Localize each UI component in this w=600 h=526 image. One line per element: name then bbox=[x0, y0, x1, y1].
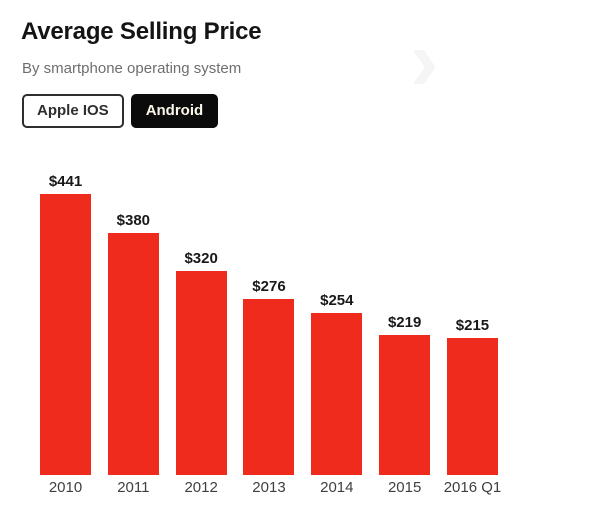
chart-subtitle: By smartphone operating system bbox=[22, 60, 242, 77]
bar-column: $276 2013 bbox=[243, 278, 295, 499]
x-axis-label: 2011 bbox=[117, 478, 150, 496]
x-axis-label: 2010 bbox=[48, 478, 83, 496]
x-axis-label: 2015 bbox=[387, 478, 422, 496]
bar-column: $441 2010 bbox=[40, 173, 91, 499]
bar-value-label: $215 bbox=[455, 317, 490, 334]
bar-value-label: $441 bbox=[48, 173, 83, 190]
toggle-android-button[interactable]: Android bbox=[130, 94, 219, 128]
bar-value-label: $219 bbox=[387, 314, 422, 331]
page-title: Average Selling Price bbox=[21, 18, 262, 45]
bar-value-label: $380 bbox=[116, 212, 151, 229]
bar bbox=[107, 233, 159, 475]
chevron-watermark-icon: › bbox=[410, 13, 439, 109]
x-axis-label: 2013 bbox=[252, 478, 286, 496]
bar-column: $380 2011 bbox=[107, 212, 159, 499]
bar-value-label: $276 bbox=[252, 278, 286, 295]
bar bbox=[243, 299, 295, 475]
bar-column: $254 2014 bbox=[311, 292, 363, 499]
bar bbox=[379, 335, 431, 475]
x-axis-label: 2016 Q1 bbox=[443, 478, 502, 496]
bar bbox=[40, 194, 91, 475]
bar-value-label: $320 bbox=[184, 250, 218, 267]
bar-value-label: $254 bbox=[320, 292, 354, 309]
bar-column: $320 2012 bbox=[175, 250, 227, 499]
x-axis-label: 2012 bbox=[184, 478, 218, 496]
x-axis-label: 2014 bbox=[320, 478, 354, 496]
bar-chart: $441 2010 $380 2011 $320 2012 $276 2013 $254 2014… bbox=[40, 172, 502, 499]
bar bbox=[175, 271, 227, 475]
series-toggle: Apple IOS Android bbox=[22, 94, 219, 128]
bar-column: $219 2015 bbox=[379, 314, 431, 499]
bar bbox=[446, 338, 498, 475]
toggle-apple-ios-button[interactable]: Apple IOS bbox=[22, 94, 124, 128]
bar-column: $215 2016 Q1 bbox=[444, 317, 502, 499]
bar bbox=[311, 313, 363, 475]
